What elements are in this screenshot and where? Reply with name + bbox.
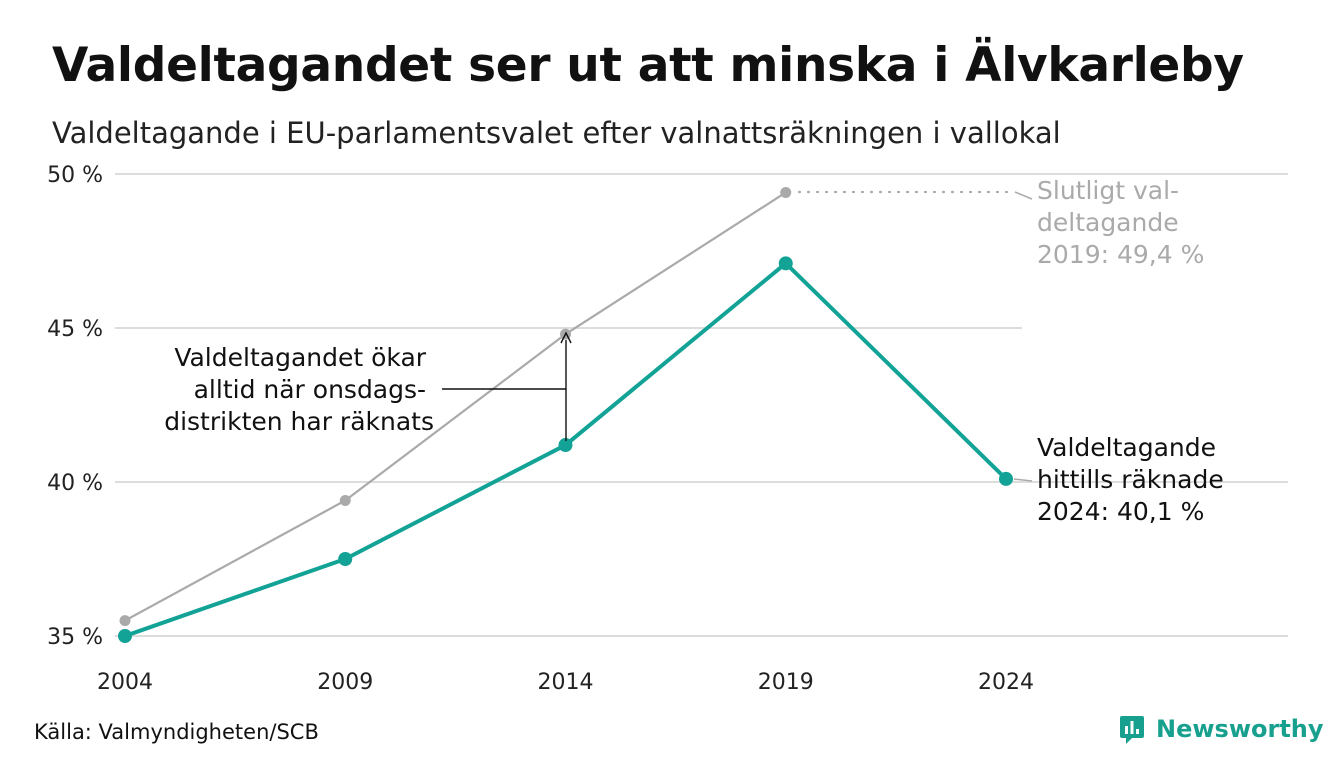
line-chart: 35 % 40 % 45 % 50 % 2004 2009 2014 2019 2024 Va… (47, 163, 1288, 695)
final-2019-label-line-1: Slutligt val- (1037, 176, 1179, 205)
x-axis-ticks: 2004 2009 2014 2019 2024 (97, 670, 1034, 695)
y-tick-label: 40 % (47, 471, 103, 496)
brand-logo: Newsworthy (1118, 714, 1324, 744)
gridlines (115, 173, 1288, 637)
counted-2024-label: Valdeltagande hittills räknade 2024: 40,… (1037, 433, 1232, 526)
chart-title: Valdeltagandet ser ut att minska i Älvka… (52, 38, 1244, 93)
data-point-current-2014 (558, 438, 573, 453)
final-2019-label-line-3: 2019: 49,4 % (1037, 240, 1204, 269)
data-point-current-2024 (999, 471, 1013, 486)
newsworthy-logo-icon (1120, 716, 1144, 744)
middle-annotation-line-2: alltid när onsdags- (194, 375, 426, 404)
series (118, 186, 1013, 643)
brand-name: Newsworthy (1156, 715, 1324, 743)
data-point-final-2009 (339, 494, 351, 506)
middle-annotation: Valdeltagandet ökar alltid när onsdags- … (164, 343, 434, 436)
series-line-final (123, 191, 787, 622)
data-point-final-2019 (780, 186, 792, 198)
x-tick-label: 2014 (538, 670, 594, 695)
data-point-current-2019 (778, 256, 793, 271)
y-tick-label: 35 % (47, 625, 103, 650)
x-tick-label: 2004 (97, 670, 153, 695)
counted-2024-label-line-1: Valdeltagande (1037, 433, 1216, 462)
counted-2024-leader (1013, 478, 1033, 482)
x-tick-label: 2009 (317, 670, 373, 695)
final-2019-tick-leader (1014, 191, 1033, 200)
middle-annotation-line-1: Valdeltagandet ökar (174, 343, 426, 372)
final-2019-label-line-2: deltagande (1037, 208, 1179, 237)
source-note: Källa: Valmyndigheten/SCB (34, 720, 319, 744)
x-tick-label: 2024 (978, 670, 1034, 695)
chart-subtitle: Valdeltagande i EU-parlamentsvalet efter… (52, 116, 1061, 150)
final-2019-label: Slutligt val- deltagande 2019: 49,4 % (1037, 176, 1204, 269)
x-tick-label: 2019 (758, 670, 814, 695)
data-point-current-2009 (338, 552, 353, 566)
y-axis-ticks: 35 % 40 % 45 % 50 % (47, 163, 103, 650)
y-tick-label: 45 % (47, 317, 103, 342)
y-tick-label: 50 % (47, 163, 103, 188)
data-point-final-2004 (119, 615, 131, 627)
middle-annotation-arrowhead (560, 331, 572, 344)
data-point-current-2004 (118, 629, 132, 643)
counted-2024-label-line-2: hittills räknade (1037, 465, 1224, 494)
counted-2024-label-line-3: 2024: 40,1 % (1037, 497, 1204, 526)
middle-annotation-line-3: distrikten har räknats (164, 407, 434, 436)
